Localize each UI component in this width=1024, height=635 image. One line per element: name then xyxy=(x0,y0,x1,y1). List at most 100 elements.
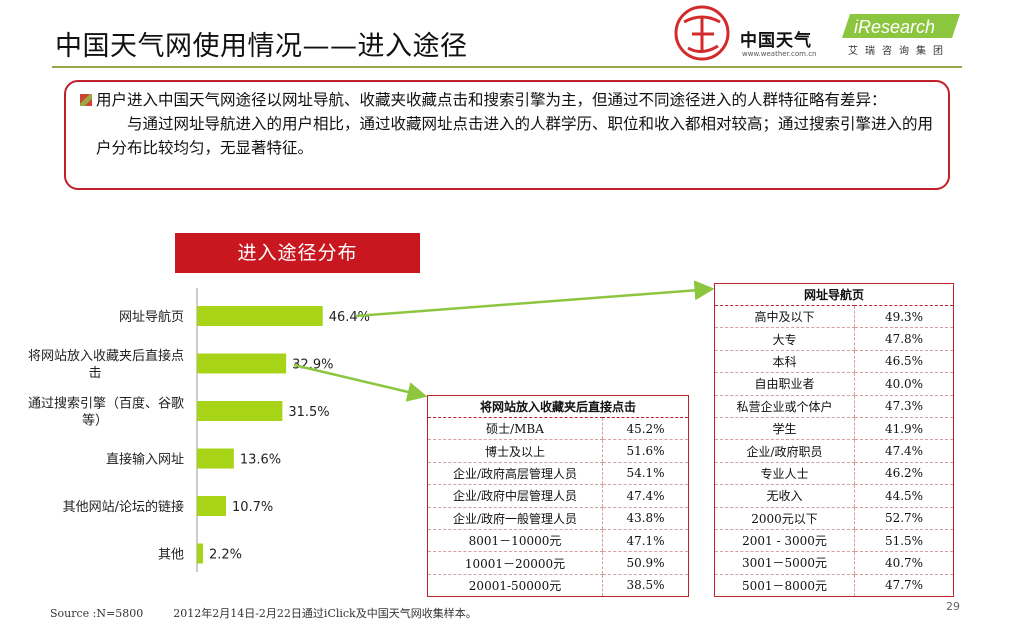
navigation-table-row-value: 40.7% xyxy=(854,551,954,575)
title-divider xyxy=(52,66,962,68)
navigation-table-row-label: 2001 - 3000元 xyxy=(714,529,855,553)
navigation-table-row-value: 47.4% xyxy=(854,439,954,463)
favorites-table-row-value: 45.2% xyxy=(602,417,689,441)
favorites-table-row-value: 50.9% xyxy=(602,551,689,575)
category-label-line: 等） xyxy=(82,413,108,429)
navigation-table-row-label: 高中及以下 xyxy=(714,305,855,329)
favorites-table-row: 企业/政府一般管理人员 43.8% xyxy=(427,507,689,530)
iresearch-logo: iResearch 艾瑞咨询集团 xyxy=(842,12,964,62)
category-label: 其他网站/论坛的链接 xyxy=(63,499,184,515)
favorites-table-row-value: 54.1% xyxy=(602,462,689,486)
navigation-table-row-value: 47.3% xyxy=(854,395,954,418)
navigation-table-row: 2001 - 3000元 51.5% xyxy=(714,529,954,553)
navigation-table-row-value: 41.9% xyxy=(854,417,954,441)
navigation-table-row-label: 大专 xyxy=(714,327,855,351)
navigation-table-row-label: 私营企业或个体户 xyxy=(714,395,855,418)
favorites-table-row: 企业/政府高层管理人员 54.1% xyxy=(427,462,689,486)
navigation-table-row-label: 本科 xyxy=(714,350,855,374)
favorites-table-row-label: 企业/政府中层管理人员 xyxy=(427,484,603,508)
category-label-line: 将网站放入收藏夹后直接点 xyxy=(28,348,184,364)
navigation-table-row: 学生 41.9% xyxy=(714,417,954,441)
chart-banner: 进入途径分布 xyxy=(175,233,420,273)
iresearch-cn: 艾瑞咨询集团 xyxy=(848,46,950,57)
category-label: 其他 xyxy=(158,548,184,563)
favorites-table-row: 企业/政府中层管理人员 47.4% xyxy=(427,484,689,508)
bullet-icon xyxy=(80,94,92,106)
navigation-table-row-value: 46.5% xyxy=(854,350,954,374)
category-label-line: 通过搜索引擎（百度、谷歌 xyxy=(28,396,184,412)
bar-value-label: 32.9% xyxy=(292,358,333,373)
category-label-line: 其他 xyxy=(158,548,184,563)
category-label: 将网站放入收藏夹后直接点击 xyxy=(28,348,184,381)
bar-value-label: 31.5% xyxy=(288,405,329,420)
summary-para-1: 用户进入中国天气网途径以网址导航、收藏夹收藏点击和搜索引擎为主，但通过不同途径进… xyxy=(80,88,934,112)
source-note: Source :N=5800 2012年2月14日-2月22日通过iClick及中… xyxy=(50,605,507,621)
favorites-table-row-label: 硕士/MBA xyxy=(427,417,603,441)
navigation-table-row-value: 51.5% xyxy=(854,529,954,553)
iresearch-mark-text: iResearch xyxy=(854,17,935,37)
favorites-table-row-value: 47.1% xyxy=(602,529,689,553)
favorites-table-row-label: 8001－10000元 xyxy=(427,529,603,553)
favorites-table-row: 20001-50000元 38.5% xyxy=(428,574,689,597)
source-sample: Source :N=5800 xyxy=(50,607,144,620)
favorites-table-header: 将网站放入收藏夹后直接点击 xyxy=(427,395,689,418)
navigation-table-row-label: 学生 xyxy=(714,417,855,441)
navigation-table-row-value: 47.7% xyxy=(854,574,954,597)
navigation-table-row: 5001－8000元 47.7% xyxy=(715,574,954,597)
navigation-table-row-label: 5001－8000元 xyxy=(741,578,828,593)
bar-value-label: 13.6% xyxy=(240,453,281,468)
navigation-table-row-label: 自由职业者 xyxy=(714,372,855,396)
bar-value-label: 2.2% xyxy=(209,548,242,563)
navigation-table: 网址导航页 高中及以下 49.3% 大专 47.8% 本科 46.5% 自由职业者 40.0%… xyxy=(714,283,954,598)
bar xyxy=(197,448,234,469)
navigation-table-row-label: 企业/政府职员 xyxy=(714,439,855,463)
weather-brand: 中国天气 xyxy=(740,31,812,51)
category-label: 网址导航页 xyxy=(119,309,184,325)
favorites-table-row-label: 博士及以上 xyxy=(427,439,603,463)
favorites-table-row-value: 51.6% xyxy=(602,439,689,463)
navigation-table-row-value: 52.7% xyxy=(854,507,954,530)
favorites-table-row-label: 企业/政府高层管理人员 xyxy=(427,462,603,486)
navigation-table-row: 大专 47.8% xyxy=(714,327,954,351)
bar xyxy=(197,353,287,374)
summary-para-1-text: 用户进入中国天气网途径以网址导航、收藏夹收藏点击和搜索引擎为主，但通过不同途径进… xyxy=(96,91,887,109)
favorites-table-row-label: 20001-50000元 xyxy=(468,578,562,593)
weather-url: www.weather.com.cn xyxy=(742,50,817,58)
navigation-table-row-label: 3001－5000元 xyxy=(714,551,855,575)
favorites-table-row-label: 企业/政府一般管理人员 xyxy=(427,507,603,530)
iresearch-mark: iResearch xyxy=(842,14,960,38)
navigation-table-row-label: 2000元以下 xyxy=(714,507,855,530)
category-label-line: 击 xyxy=(88,366,101,381)
bar xyxy=(197,496,226,516)
category-label-line: 直接输入网址 xyxy=(106,452,184,468)
bar xyxy=(197,306,323,326)
favorites-table-row-value: 47.4% xyxy=(602,484,689,508)
category-label-line: 其他网站/论坛的链接 xyxy=(63,499,184,515)
navigation-table-row-value: 47.8% xyxy=(854,327,954,351)
navigation-table-row-label: 专业人士 xyxy=(714,462,855,486)
favorites-table-row-label: 10001－20000元 xyxy=(427,551,603,575)
source-text: 2012年2月14日-2月22日通过iClick及中国天气网收集样本。 xyxy=(173,607,477,620)
navigation-table-row-value: 49.3% xyxy=(854,305,954,329)
bar xyxy=(197,401,283,421)
favorites-table: 将网站放入收藏夹后直接点击 硕士/MBA 45.2% 博士及以上 51.6% 企业/政府… xyxy=(427,395,689,598)
navigation-table-row: 无收入 44.5% xyxy=(714,484,954,508)
navigation-table-row: 自由职业者 40.0% xyxy=(714,372,954,396)
favorites-table-row: 8001－10000元 47.1% xyxy=(427,529,689,553)
category-label-line: 网址导航页 xyxy=(119,309,184,325)
navigation-table-row-value: 40.0% xyxy=(854,372,954,396)
weather-seal-icon xyxy=(674,5,730,61)
navigation-table-row: 私营企业或个体户 47.3% xyxy=(714,395,954,418)
navigation-table-row: 3001－5000元 40.7% xyxy=(714,551,954,575)
navigation-table-row: 专业人士 46.2% xyxy=(714,462,954,486)
bar-value-label: 10.7% xyxy=(232,500,273,515)
navigation-table-row-value: 44.5% xyxy=(854,484,954,508)
navigation-table-row-value: 46.2% xyxy=(854,462,954,486)
navigation-table-row-label: 无收入 xyxy=(714,484,855,508)
summary-box: 用户进入中国天气网途径以网址导航、收藏夹收藏点击和搜索引擎为主，但通过不同途径进… xyxy=(64,80,950,190)
entry-path-bar-chart: 46.4% 网址导航页 32.9% 将网站放入收藏夹后直接点击 31.5% 通过搜索引擎（… xyxy=(28,288,370,572)
page-title: 中国天气网使用情况——进入途径 xyxy=(55,31,468,62)
favorites-table-row-value: 43.8% xyxy=(602,507,689,530)
navigation-table-row: 2000元以下 52.7% xyxy=(714,507,954,530)
